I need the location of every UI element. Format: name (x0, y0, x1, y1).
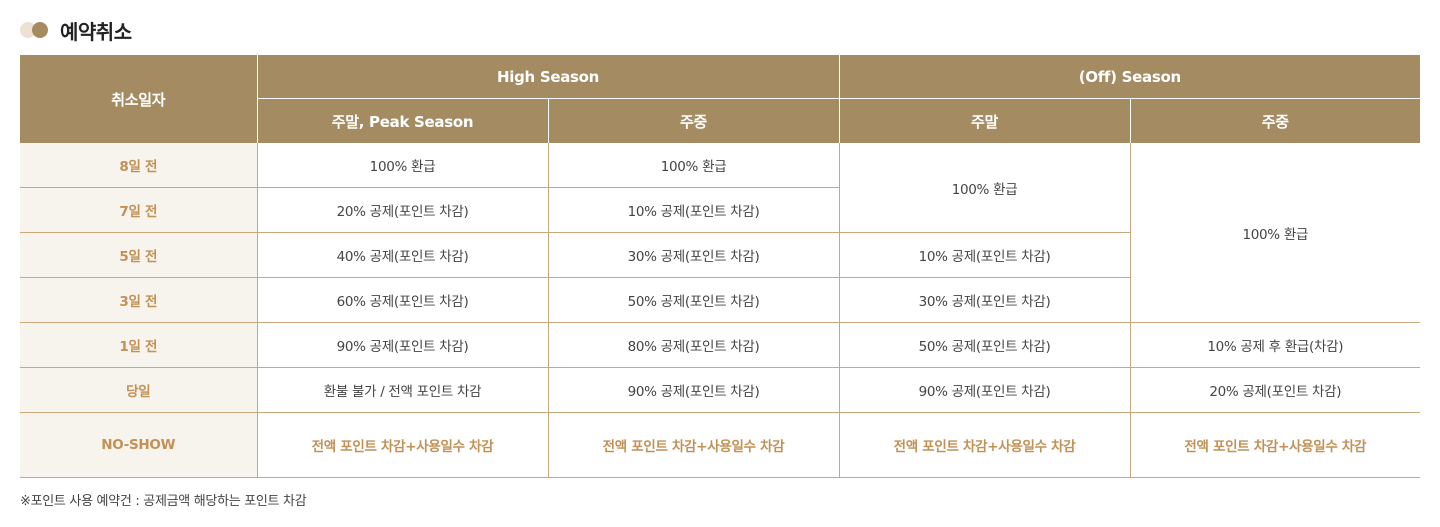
cell-off-weekday: 20% 공제(포인트 차감) (1129, 367, 1421, 413)
cell-high-weekday: 30% 공제(포인트 차감) (547, 232, 840, 278)
table-row: 7일 전 20% 공제(포인트 차감) 10% 공제(포인트 차감) (20, 187, 1420, 233)
cell-high-weekday: 50% 공제(포인트 차감) (547, 277, 840, 323)
cell-off-weekend: 30% 공제(포인트 차감) (838, 277, 1131, 323)
cell-high-weekday: 전액 포인트 차감+사용일수 차감 (547, 412, 840, 478)
cell-off-weekend: 50% 공제(포인트 차감) (838, 322, 1131, 368)
table-row: 3일 전 60% 공제(포인트 차감) 50% 공제(포인트 차감) 30% 공… (20, 277, 1420, 323)
header-off-weekday: 주중 (1129, 98, 1421, 143)
row-label-same-day: 당일 (20, 367, 257, 413)
table-row: NO-SHOW 전액 포인트 차감+사용일수 차감 전액 포인트 차감+사용일수… (20, 412, 1421, 478)
cell-high-weekday: 100% 환급 (547, 143, 840, 188)
cell-off-weekend: 100% 환급 (838, 143, 1131, 233)
row-label-no-show: NO-SHOW (20, 412, 257, 478)
cell-off-weekend: 90% 공제(포인트 차감) (838, 367, 1131, 413)
row-label-3-days: 3일 전 (20, 277, 257, 323)
cell-high-weekend: 60% 공제(포인트 차감) (256, 277, 548, 323)
cell-high-weekend: 환불 불가 / 전액 포인트 차감 (256, 367, 548, 413)
bullet-dots-icon (20, 22, 50, 38)
table-row: 8일 전 100% 환급 100% 환급 100% 환급 100% 환급 (20, 143, 1421, 323)
cancellation-policy-table: 취소일자 High Season (Off) Season 주말, Peak S… (20, 55, 1421, 478)
cell-high-weekday: 10% 공제(포인트 차감) (547, 187, 840, 233)
header-off-season: (Off) Season (838, 55, 1421, 99)
cell-off-weekday: 100% 환급 (1129, 143, 1421, 323)
row-label-1-day: 1일 전 (20, 322, 257, 368)
bullet-dot-dark (32, 22, 48, 38)
section-title: 예약취소 (60, 19, 132, 44)
cell-high-weekday: 80% 공제(포인트 차감) (547, 322, 840, 368)
header-high-weekend: 주말, Peak Season (257, 98, 548, 143)
cell-off-weekday: 전액 포인트 차감+사용일수 차감 (1129, 412, 1421, 478)
footnote: ※포인트 사용 예약건 : 공제금액 해당하는 포인트 차감 (20, 494, 307, 509)
header-high-season: High Season (257, 55, 840, 99)
cell-off-weekend: 10% 공제(포인트 차감) (838, 232, 1131, 278)
table-row: 당일 환불 불가 / 전액 포인트 차감 90% 공제(포인트 차감) 90% … (20, 367, 1421, 413)
cell-high-weekend: 40% 공제(포인트 차감) (256, 232, 548, 278)
header-cancel-date: 취소일자 (20, 55, 258, 143)
cell-high-weekend: 90% 공제(포인트 차감) (256, 322, 548, 368)
table-row: 5일 전 40% 공제(포인트 차감) 30% 공제(포인트 차감) 10% 공… (20, 232, 1420, 278)
cell-off-weekend: 전액 포인트 차감+사용일수 차감 (838, 412, 1131, 478)
cell-high-weekend: 전액 포인트 차감+사용일수 차감 (256, 412, 548, 478)
cell-high-weekend: 100% 환급 (256, 143, 548, 188)
header-high-weekday: 주중 (547, 98, 840, 143)
row-label-5-days: 5일 전 (20, 232, 257, 278)
row-label-8-days: 8일 전 (20, 143, 257, 188)
header-off-weekend: 주말 (838, 98, 1131, 143)
row-label-7-days: 7일 전 (20, 187, 257, 233)
table-row: 1일 전 90% 공제(포인트 차감) 80% 공제(포인트 차감) 50% 공… (20, 322, 1421, 368)
cell-high-weekend: 20% 공제(포인트 차감) (256, 187, 548, 233)
cell-off-weekday: 10% 공제 후 환급(차감) (1129, 322, 1421, 368)
section-heading: 예약취소 (20, 16, 132, 44)
cell-high-weekday: 90% 공제(포인트 차감) (547, 367, 840, 413)
